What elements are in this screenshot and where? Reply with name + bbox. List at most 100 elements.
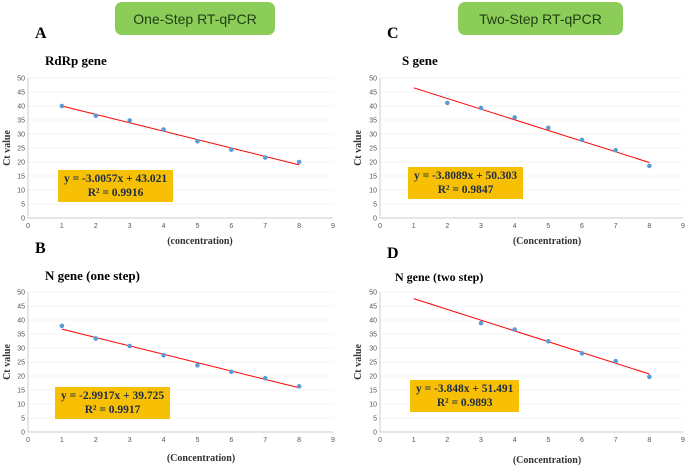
y-tick-label: 10 <box>17 402 25 409</box>
x-tick-label: 3 <box>128 437 132 444</box>
y-tick-label: 25 <box>17 146 25 153</box>
data-point <box>478 320 484 326</box>
r-squared-text: R² = 0.9847 <box>437 184 494 196</box>
x-tick-label: 3 <box>128 223 132 230</box>
equation-text: y = -2.9917x + 39.725 <box>61 390 165 402</box>
data-point <box>127 118 132 123</box>
data-point <box>296 159 302 165</box>
data-point <box>445 100 450 106</box>
data-point <box>647 374 652 380</box>
data-point <box>195 363 200 368</box>
panel-letter: B <box>35 240 46 257</box>
y-tick-label: 15 <box>369 388 377 395</box>
x-tick-label: 1 <box>60 437 64 444</box>
r-squared-text: R² = 0.9916 <box>87 187 144 199</box>
y-tick-label: 20 <box>17 374 25 381</box>
x-tick-label: 0 <box>26 437 30 444</box>
regression-label: y = -3.0057x + 43.021 R² = 0.9916 <box>58 170 174 202</box>
x-tick-label: 9 <box>681 437 685 444</box>
x-tick-label: 4 <box>513 223 517 230</box>
y-axis-label: Ct value <box>2 344 13 380</box>
y-tick-label: 25 <box>369 360 377 367</box>
data-point <box>161 352 166 358</box>
y-tick-label: 30 <box>17 132 25 139</box>
x-tick-label: 3 <box>479 437 483 444</box>
x-tick-label: 7 <box>263 223 267 230</box>
y-axis-label: Ct value <box>353 130 364 166</box>
y-tick-label: 5 <box>21 416 25 423</box>
y-tick-label: 0 <box>21 216 25 223</box>
equation-text: y = -3.0057x + 43.021 <box>64 173 168 185</box>
chart-title: N gene (one step) <box>45 268 140 283</box>
data-point <box>613 358 618 364</box>
x-axis-label: (Concentration) <box>167 453 235 464</box>
y-tick-label: 0 <box>373 216 377 223</box>
x-tick-label: 4 <box>162 437 166 444</box>
x-axis-label: (Concentration) <box>513 236 581 247</box>
y-tick-label: 30 <box>17 346 25 353</box>
data-point <box>161 127 166 132</box>
y-tick-label: 20 <box>369 160 377 167</box>
y-tick-label: 35 <box>369 332 377 339</box>
x-tick-label: 2 <box>445 437 449 444</box>
y-tick-label: 45 <box>17 304 25 311</box>
data-point <box>579 351 585 356</box>
x-tick-label: 6 <box>229 223 233 230</box>
panel-letter: A <box>35 25 47 42</box>
x-tick-label: 8 <box>297 437 301 444</box>
x-tick-label: 5 <box>546 223 550 230</box>
regression-label: y = -3.848x + 51.491 R² = 0.9893 <box>410 380 520 412</box>
y-tick-label: 15 <box>17 388 25 395</box>
y-tick-label: 0 <box>21 430 25 437</box>
y-tick-label: 35 <box>369 118 377 125</box>
data-point <box>546 338 551 344</box>
y-tick-label: 5 <box>373 202 377 209</box>
x-tick-label: 6 <box>580 437 584 444</box>
chart-title: N gene (two step) <box>395 270 484 284</box>
x-tick-label: 9 <box>331 223 335 230</box>
y-tick-label: 10 <box>369 188 377 195</box>
r-squared-text: R² = 0.9893 <box>436 397 493 409</box>
x-tick-label: 9 <box>681 223 685 230</box>
data-point <box>195 138 200 144</box>
trendline <box>61 328 300 389</box>
trendline <box>413 298 650 375</box>
y-tick-label: 40 <box>369 318 377 325</box>
y-tick-label: 45 <box>369 90 377 97</box>
y-tick-label: 0 <box>373 430 377 437</box>
y-tick-label: 30 <box>369 346 377 353</box>
x-tick-label: 4 <box>162 223 166 230</box>
y-tick-label: 35 <box>17 332 25 339</box>
y-tick-label: 30 <box>369 132 377 139</box>
x-tick-label: 7 <box>263 437 267 444</box>
x-tick-label: 2 <box>94 437 98 444</box>
x-tick-label: 8 <box>297 223 301 230</box>
x-tick-label: 6 <box>229 437 233 444</box>
y-tick-label: 45 <box>369 304 377 311</box>
x-tick-label: 8 <box>647 437 651 444</box>
chart-title: S gene <box>402 53 438 68</box>
y-tick-label: 50 <box>369 76 377 83</box>
x-tick-label: 0 <box>26 223 30 230</box>
x-axis-label: (Concentration) <box>513 455 581 466</box>
data-point <box>262 375 268 381</box>
y-tick-label: 50 <box>369 290 377 297</box>
x-tick-label: 4 <box>513 437 517 444</box>
data-point <box>229 147 234 152</box>
y-tick-label: 10 <box>369 402 377 409</box>
y-tick-label: 40 <box>17 104 25 111</box>
y-tick-label: 40 <box>17 318 25 325</box>
x-tick-label: 5 <box>546 437 550 444</box>
two-step-banner: Two-Step RT-qPCR <box>458 2 623 35</box>
data-point <box>512 115 517 120</box>
data-point <box>579 137 585 143</box>
x-tick-label: 5 <box>195 437 199 444</box>
y-tick-label: 10 <box>17 188 25 195</box>
trendline <box>413 87 650 163</box>
y-tick-label: 40 <box>369 104 377 111</box>
data-point <box>93 336 99 341</box>
x-tick-label: 8 <box>647 223 651 230</box>
